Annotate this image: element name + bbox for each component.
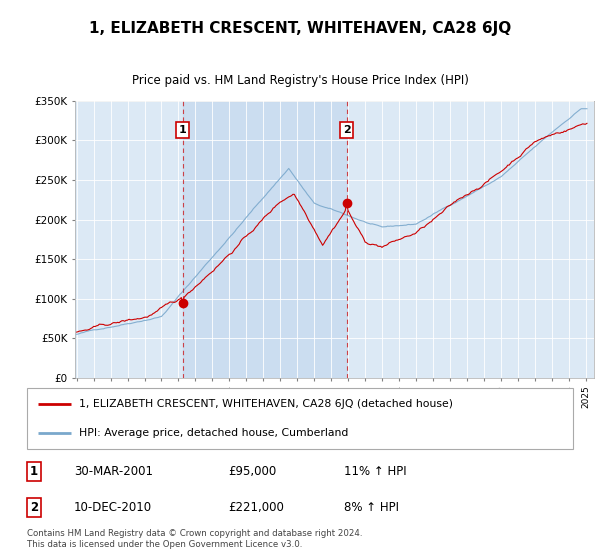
Bar bbox=[183, 101, 347, 378]
Text: 8% ↑ HPI: 8% ↑ HPI bbox=[344, 501, 399, 514]
Text: 11% ↑ HPI: 11% ↑ HPI bbox=[344, 465, 407, 478]
Text: 1: 1 bbox=[30, 465, 38, 478]
Text: 1, ELIZABETH CRESCENT, WHITEHAVEN, CA28 6JQ: 1, ELIZABETH CRESCENT, WHITEHAVEN, CA28 … bbox=[89, 21, 511, 36]
Text: 10-DEC-2010: 10-DEC-2010 bbox=[74, 501, 152, 514]
Text: 1, ELIZABETH CRESCENT, WHITEHAVEN, CA28 6JQ (detached house): 1, ELIZABETH CRESCENT, WHITEHAVEN, CA28 … bbox=[79, 399, 453, 409]
Text: Contains HM Land Registry data © Crown copyright and database right 2024.
This d: Contains HM Land Registry data © Crown c… bbox=[27, 529, 362, 549]
FancyBboxPatch shape bbox=[27, 388, 573, 449]
Text: £95,000: £95,000 bbox=[228, 465, 277, 478]
Text: 2: 2 bbox=[30, 501, 38, 514]
Text: HPI: Average price, detached house, Cumberland: HPI: Average price, detached house, Cumb… bbox=[79, 428, 349, 438]
Text: 2: 2 bbox=[343, 125, 350, 135]
Text: 1: 1 bbox=[179, 125, 187, 135]
Text: Price paid vs. HM Land Registry's House Price Index (HPI): Price paid vs. HM Land Registry's House … bbox=[131, 74, 469, 87]
Text: 30-MAR-2001: 30-MAR-2001 bbox=[74, 465, 152, 478]
Text: £221,000: £221,000 bbox=[228, 501, 284, 514]
